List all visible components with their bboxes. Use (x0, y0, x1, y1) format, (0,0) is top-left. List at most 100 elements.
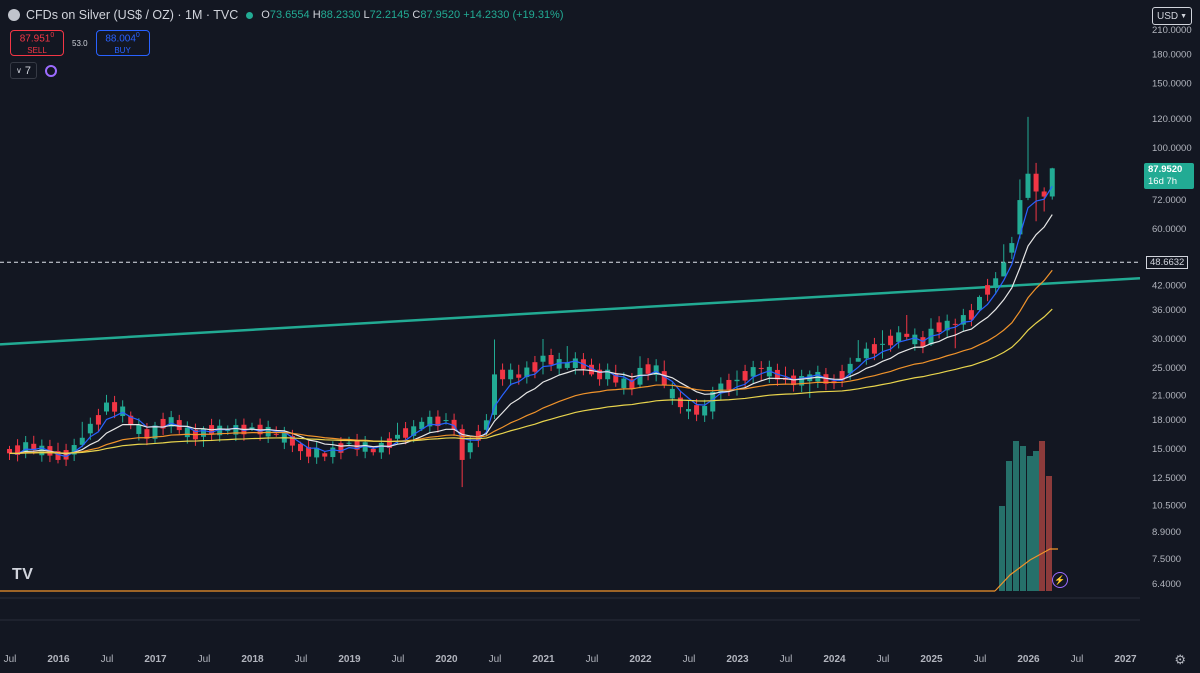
symbol-flag-icon (8, 9, 20, 21)
candle-body (589, 364, 594, 375)
candle-body (952, 323, 958, 325)
candle-body (993, 278, 999, 288)
volume-bar (1027, 456, 1033, 591)
candle-body (645, 364, 651, 374)
candle-body (613, 374, 619, 383)
y-axis-tick-label: 36.0000 (1152, 305, 1186, 316)
candle-body (686, 408, 691, 412)
candle-body (823, 374, 829, 384)
y-axis-tick-label: 72.0000 (1152, 195, 1186, 206)
candle-body (896, 332, 902, 342)
sell-price: 87.951 (19, 33, 51, 45)
y-axis-tick-label: 210.0000 (1152, 25, 1192, 36)
y-axis-tick-label: 21.0000 (1152, 391, 1186, 402)
ohlc-readout: O73.6554 H88.2330 L72.2145 C87.9520 +14.… (261, 9, 563, 21)
x-axis-tick-label: 2025 (920, 654, 943, 665)
candle-body (443, 420, 449, 422)
candle-body (225, 430, 231, 432)
gear-icon[interactable]: ⚙ (1174, 652, 1186, 667)
volume-bar (999, 506, 1005, 591)
refresh-icon[interactable] (44, 64, 57, 77)
candle-body (985, 285, 991, 295)
buy-button[interactable]: 88.0040 BUY (95, 30, 150, 56)
candle-body (483, 420, 489, 430)
candle-body (128, 415, 134, 425)
indicators-toggle[interactable]: ∨ 7 (10, 62, 37, 79)
candle-body (475, 431, 481, 441)
x-axis-tick-label: 2017 (144, 654, 167, 665)
y-axis-tick-label: 10.5000 (1152, 501, 1186, 512)
x-axis-tick-label: Jul (392, 654, 405, 665)
y-axis-tick-label: 30.0000 (1152, 334, 1186, 345)
candle-body (880, 343, 885, 345)
lightning-icon[interactable]: ⚡ (1052, 572, 1068, 588)
candle-body (888, 335, 894, 346)
y-axis-tick-label: 100.0000 (1152, 143, 1192, 154)
candle-body (936, 322, 942, 332)
trend-line (0, 276, 1141, 346)
candle-body (540, 355, 546, 362)
candle-body (95, 415, 101, 425)
candle-body (265, 426, 271, 437)
candle-body (152, 425, 158, 439)
volume-bar (1020, 446, 1026, 591)
y-axis-tick-label: 150.0000 (1152, 79, 1192, 90)
sell-button[interactable]: 87.9510 SELL (10, 30, 64, 56)
x-axis-tick-label: 2018 (241, 654, 264, 665)
x-axis-tick-label: Jul (101, 654, 114, 665)
last-price-badge: 87.9520 16d 7h (1144, 163, 1194, 189)
candle-body (702, 405, 708, 416)
candle-body (176, 420, 182, 431)
sell-label: SELL (27, 45, 47, 55)
candle-body (1017, 200, 1023, 235)
candle-body (217, 425, 223, 436)
chart-title[interactable]: CFDs on Silver (US$ / OZ) · 1M · TVC (26, 8, 239, 22)
candle-body (669, 388, 675, 399)
candle-body (71, 445, 77, 455)
y-axis-tick-label: 25.0000 (1152, 363, 1186, 374)
horizontal-line-label: 48.6632 (1146, 256, 1189, 269)
x-axis-tick-label: 2024 (823, 654, 846, 665)
candle-body (87, 423, 93, 434)
candle-body (233, 425, 239, 435)
candle-body (459, 429, 465, 460)
last-price-value: 87.9520 (1148, 164, 1183, 175)
spread-value: 53.0 (72, 38, 88, 48)
x-axis-tick-label: 2016 (47, 654, 70, 665)
tradingview-logo-icon[interactable]: T V (12, 566, 33, 583)
x-axis-tick-label: 2023 (726, 654, 749, 665)
currency-select[interactable]: USD ▼ (1152, 7, 1192, 25)
indicators-count: 7 (24, 64, 31, 77)
candle-body (346, 442, 352, 444)
high-value: 88.2330 (320, 9, 361, 21)
y-axis-tick-label: 120.0000 (1152, 114, 1192, 125)
candle-body (548, 354, 554, 365)
x-axis-tick-label: Jul (4, 654, 17, 665)
volume-bar (1039, 441, 1045, 591)
candle-body (653, 365, 659, 375)
candle-body (201, 429, 206, 437)
candle-body (386, 438, 392, 448)
candle-body (912, 334, 918, 345)
x-axis-tick-label: Jul (489, 654, 502, 665)
candle-body (799, 376, 805, 386)
candle-body (532, 362, 538, 372)
chart-legend: CFDs on Silver (US$ / OZ) · 1M · TVC O73… (8, 8, 564, 22)
candle-body (322, 453, 328, 457)
volume-bar (1046, 476, 1052, 591)
candle-body (694, 405, 700, 415)
low-value: 72.2145 (369, 9, 410, 21)
x-axis-tick-label: Jul (780, 654, 793, 665)
candle-body (370, 449, 376, 453)
candle-body (1049, 168, 1055, 197)
candle-body (403, 428, 409, 438)
x-axis-tick-label: Jul (1071, 654, 1084, 665)
close-value: 87.9520 (420, 9, 461, 21)
candle-body (168, 417, 174, 427)
candle-body (839, 371, 845, 381)
y-axis-tick-label: 8.9000 (1152, 527, 1181, 538)
candle-body (7, 449, 12, 454)
candle-body (362, 442, 368, 452)
candle-body (378, 442, 384, 453)
